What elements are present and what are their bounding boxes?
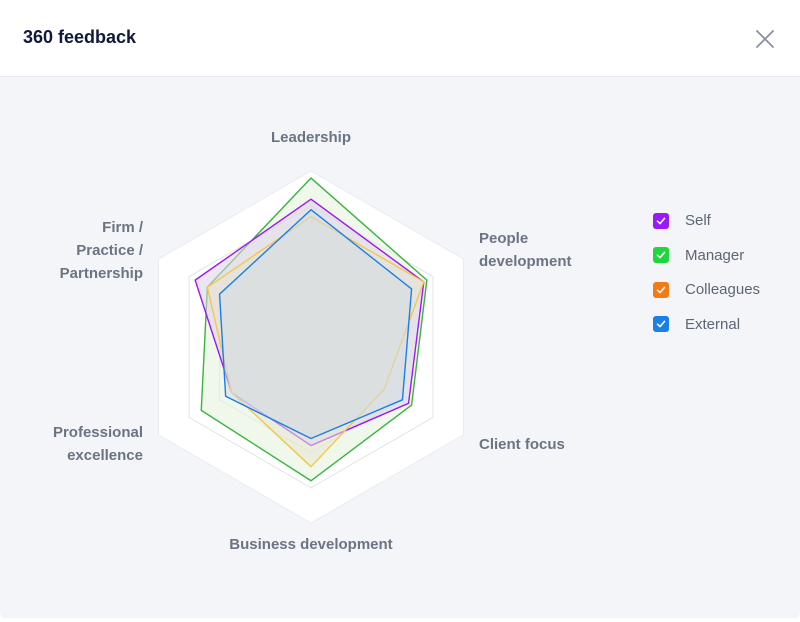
legend-item-colleagues[interactable]: Colleagues <box>653 281 760 298</box>
axis-label-line: excellence <box>67 447 143 464</box>
axis-label: Client focus <box>479 433 565 456</box>
legend-item-external[interactable]: External <box>653 316 760 333</box>
axis-label: Professional excellence <box>0 421 143 467</box>
checkbox-icon[interactable] <box>653 212 669 229</box>
radar-chart <box>158 170 464 524</box>
axis-label-line: People <box>479 230 529 247</box>
axis-label-line: Practice / <box>76 241 143 259</box>
axis-label: Leadership <box>191 126 431 149</box>
checkbox-icon[interactable] <box>653 316 669 332</box>
axis-label-line: Leadership <box>270 129 352 146</box>
legend-label: Self <box>685 212 711 229</box>
series-external <box>218 209 413 440</box>
axis-label-line: Business development <box>229 536 393 553</box>
checkbox-icon[interactable] <box>653 281 669 298</box>
checkbox-icon[interactable] <box>653 247 669 263</box>
close-button[interactable] <box>750 24 780 54</box>
legend-item-self[interactable]: Self <box>653 212 760 229</box>
close-icon <box>756 30 774 48</box>
axis-label: Business development <box>191 533 431 556</box>
axis-label-line: Professional <box>52 424 143 441</box>
legend-label: Colleagues <box>685 281 761 298</box>
legend-label: Manager <box>685 246 745 264</box>
axis-label-line: Firm / <box>102 218 143 236</box>
grid-ring <box>188 205 434 489</box>
axis-label: Firm / Practice / Partnership <box>0 216 143 285</box>
legend-item-manager[interactable]: Manager <box>653 247 760 264</box>
chart-panel: Leadership People development Client focus B… <box>0 77 800 618</box>
modal-title: 360 feedback <box>23 27 137 47</box>
legend: Self Manager Colleagues External <box>653 212 760 350</box>
axis-label-line: Partnership <box>59 264 143 282</box>
grid-ring <box>158 170 464 524</box>
axis-label: People development <box>479 227 572 273</box>
axis-label-line: Client focus <box>479 435 565 453</box>
modal-header: 360 feedback <box>0 0 800 77</box>
legend-label: External <box>685 315 741 333</box>
axis-label-line: development <box>479 253 572 270</box>
